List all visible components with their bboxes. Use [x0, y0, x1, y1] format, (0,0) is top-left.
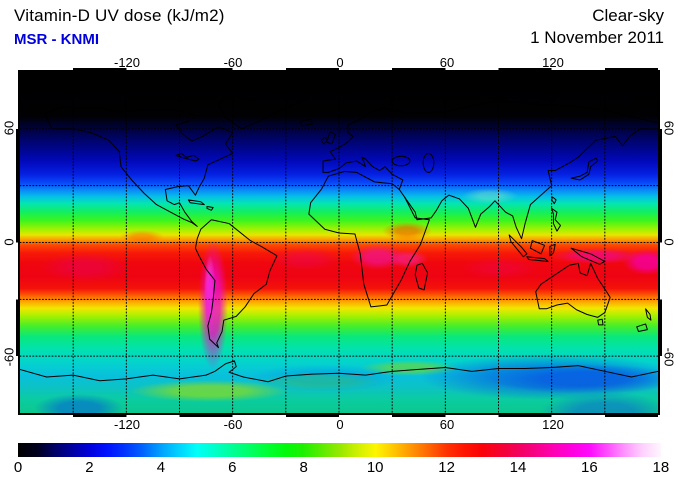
colorbar-tick: 12 [438, 459, 455, 476]
dataset-source-label: MSR - KNMI [14, 31, 99, 48]
colorbar-tick: 14 [509, 459, 527, 476]
colorbar-tick: 4 [156, 459, 166, 476]
lon-tick-bottom: 120 [542, 417, 564, 432]
lon-tick-bottom: -60 [223, 417, 243, 432]
colorbar-tick: 6 [228, 459, 237, 476]
zebra-border-top [20, 68, 658, 71]
lat-tick-left: 0 [1, 238, 17, 246]
page-title: Vitamin-D UV dose (kJ/m2) [14, 6, 225, 25]
zebra-border-left [16, 72, 19, 413]
lat-tick-left: -60 [1, 347, 17, 367]
colorbar-tick: 2 [85, 459, 94, 476]
lat-tick-right: -60 [661, 347, 677, 367]
lon-tick-top: 60 [439, 55, 455, 70]
lon-tick-bottom: 0 [336, 417, 344, 432]
zebra-border-right [659, 72, 662, 413]
lat-tick-right: 60 [661, 120, 677, 136]
lon-tick-top: -120 [113, 55, 141, 70]
colorbar-tick: 18 [652, 459, 670, 476]
lon-tick-top: -60 [223, 55, 243, 70]
continent-outlines [20, 85, 658, 381]
coastline-overlay [20, 72, 658, 413]
colorbar-tick: 0 [13, 459, 23, 476]
colorbar-tick: 16 [581, 459, 598, 476]
date-label: 1 November 2011 [530, 28, 664, 47]
colorbar-gradient [18, 443, 661, 457]
lon-tick-bottom: 60 [439, 417, 455, 432]
lat-tick-right: 0 [661, 238, 677, 246]
lon-tick-top: 0 [336, 55, 344, 70]
lon-tick-top: 120 [542, 55, 564, 70]
zebra-border-bottom [20, 414, 658, 417]
graticule-grid [20, 72, 658, 413]
lon-tick-bottom: -120 [113, 417, 141, 432]
sky-condition-label: Clear-sky [592, 6, 664, 25]
lat-tick-left: 60 [1, 120, 17, 136]
colorbar-tick: 8 [299, 459, 308, 476]
colorbar-tick: 10 [366, 459, 384, 476]
